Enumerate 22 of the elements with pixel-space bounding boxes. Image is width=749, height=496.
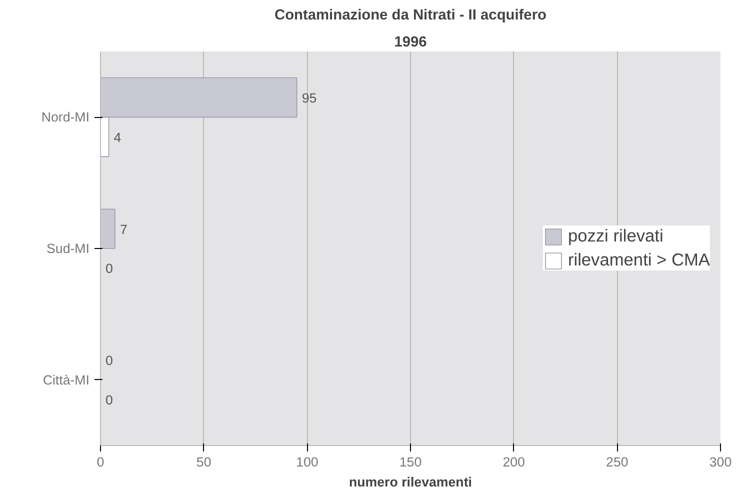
x-tick-label: 250 <box>606 454 628 470</box>
y-tick-label: Sud-MI <box>46 241 90 256</box>
x-tick-label: 200 <box>502 454 525 470</box>
legend-label: rilevamenti > CMA <box>568 250 710 270</box>
data-label: 0 <box>106 353 113 368</box>
data-label: 0 <box>106 392 113 408</box>
data-label: 7 <box>120 222 128 237</box>
y-tick-label: Nord-MI <box>41 110 90 125</box>
legend-label: pozzi rilevati <box>568 226 664 246</box>
x-tick-label: 0 <box>96 454 104 470</box>
x-tick-label: 150 <box>399 454 422 470</box>
x-tick-label: 100 <box>296 454 318 470</box>
chart-subtitle: 1996 <box>394 34 427 50</box>
data-label: 4 <box>114 130 122 145</box>
x-axis-title: numero rilevamenti <box>349 474 472 490</box>
x-tick-label: 50 <box>196 454 212 470</box>
data-label: 95 <box>302 90 317 106</box>
chart-title: Contaminazione da Nitrati - II acquifero <box>274 8 547 24</box>
x-tick-label: 300 <box>709 454 732 470</box>
y-tick-label: Città-MI <box>42 372 90 388</box>
data-label: 0 <box>106 261 113 276</box>
bar <box>100 208 116 249</box>
